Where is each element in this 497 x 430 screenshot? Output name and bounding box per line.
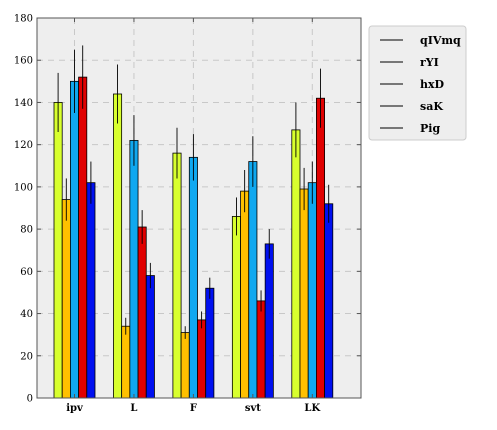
bar	[61, 199, 71, 399]
bar	[86, 182, 96, 399]
legend-label: hxD	[420, 78, 445, 91]
y-tick-label: 160	[14, 56, 33, 67]
y-tick-label: 100	[14, 182, 33, 193]
x-tick-label: F	[190, 403, 197, 414]
legend-label: rYI	[420, 56, 439, 69]
bar	[264, 243, 274, 399]
y-tick-label: 180	[14, 14, 33, 25]
legend-label: saK	[420, 100, 443, 113]
y-tick-label: 60	[20, 267, 33, 278]
x-tick-label: ipv	[66, 403, 84, 414]
y-tick-label: 40	[20, 309, 33, 320]
y-tick-label: 120	[14, 140, 33, 151]
bar	[78, 76, 88, 399]
bar	[248, 161, 258, 399]
bar	[53, 102, 63, 399]
x-tick-label: LK	[304, 403, 320, 414]
legend-box	[368, 25, 467, 141]
bar	[180, 332, 190, 399]
plot-frame	[36, 17, 362, 399]
y-tick-label: 0	[27, 394, 33, 405]
bar	[188, 156, 198, 399]
bar	[324, 203, 334, 399]
y-tick-label: 80	[20, 225, 33, 236]
bar	[231, 216, 241, 399]
y-tick-label: 140	[14, 98, 33, 109]
bar	[121, 325, 131, 399]
bar	[137, 226, 147, 399]
bar	[129, 140, 139, 399]
x-tick-label: svt	[245, 403, 261, 414]
legend-label: qIVmq	[420, 34, 461, 47]
bar	[256, 300, 266, 399]
bar	[145, 275, 155, 399]
bar	[197, 319, 207, 399]
bar	[307, 182, 317, 399]
bar	[113, 93, 123, 399]
bar	[172, 152, 182, 399]
y-tick-label: 20	[20, 351, 33, 362]
x-tick-label: L	[130, 403, 137, 414]
bar	[70, 80, 80, 399]
bar	[315, 97, 325, 399]
legend-label: Pig	[420, 122, 440, 135]
bar	[240, 190, 250, 399]
bar	[299, 188, 309, 399]
bar	[205, 287, 215, 399]
bar	[291, 129, 301, 399]
legend: qIVmq rYI hxD saK Pig	[368, 25, 467, 141]
